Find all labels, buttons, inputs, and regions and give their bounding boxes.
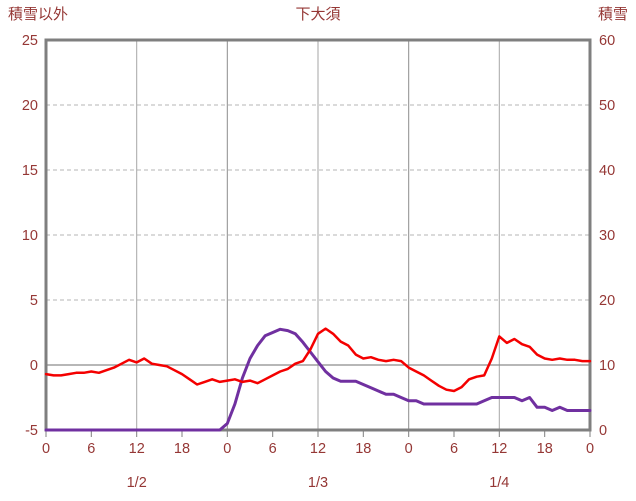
- x-axis-hour-label: 6: [269, 441, 277, 457]
- x-axis-hour-label: 18: [355, 441, 371, 457]
- x-axis-hour-label: 12: [310, 441, 326, 457]
- right-axis-tick-label: 10: [599, 358, 615, 374]
- right-axis-title: 積雪: [597, 6, 628, 23]
- x-axis-hour-label: 18: [537, 441, 553, 457]
- left-axis-tick-label: 15: [22, 163, 38, 179]
- left-axis-tick-label: -5: [25, 423, 38, 439]
- right-axis-tick-label: 30: [599, 228, 615, 244]
- left-axis-tick-label: 25: [22, 33, 38, 49]
- x-axis-hour-label: 6: [87, 441, 95, 457]
- plot-border: [44, 38, 592, 432]
- left-axis-tick-label: 20: [22, 98, 38, 114]
- x-axis-date-label: 1/3: [308, 475, 328, 491]
- right-axis-tick-label: 0: [599, 423, 607, 439]
- right-axis-tick-label: 20: [599, 293, 615, 309]
- left-axis-title: 積雪以外: [8, 6, 69, 23]
- chart-title: 下大須: [295, 6, 341, 23]
- left-axis-tick-label: 10: [22, 228, 38, 244]
- x-axis-hour-label: 6: [450, 441, 458, 457]
- x-axis-hour-label: 0: [42, 441, 50, 457]
- x-axis-hour-label: 0: [223, 441, 231, 457]
- x-axis-date-label: 1/4: [489, 475, 509, 491]
- x-axis-hour-label: 0: [586, 441, 594, 457]
- right-axis-tick-label: 60: [599, 33, 615, 49]
- series-snow: [44, 327, 592, 432]
- series-non-snow: [44, 327, 592, 393]
- right-axis-tick-label: 40: [599, 163, 615, 179]
- left-axis-tick-label: 5: [30, 293, 38, 309]
- left-axis-tick-label: 0: [30, 358, 38, 374]
- x-axis-hour-label: 18: [174, 441, 190, 457]
- right-axis-tick-label: 50: [599, 98, 615, 114]
- x-axis-hour-label: 0: [405, 441, 413, 457]
- x-axis-hour-label: 12: [129, 441, 145, 457]
- x-axis-date-label: 1/2: [127, 475, 147, 491]
- x-axis-hour-label: 12: [491, 441, 507, 457]
